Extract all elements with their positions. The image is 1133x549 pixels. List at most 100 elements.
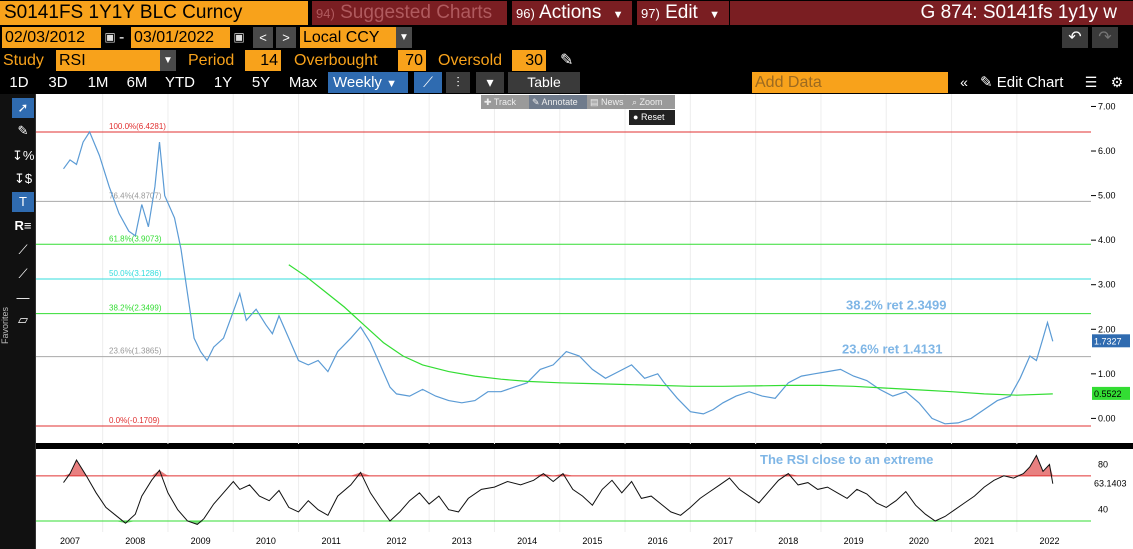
range-1m-button[interactable]: 1M	[87, 74, 109, 91]
actions-label: Actions	[539, 2, 602, 23]
currency-select[interactable]: Local CCY	[300, 27, 396, 48]
track-button[interactable]: ✚ Track	[484, 97, 517, 107]
price-panel	[36, 94, 1091, 444]
fibonacci-level-label: 100.0%(6.4281)	[109, 122, 166, 131]
text-tool-icon[interactable]: T	[12, 192, 34, 212]
table-button[interactable]: Table	[508, 72, 580, 93]
range-3d-button[interactable]: 3D	[48, 74, 68, 91]
fibonacci-level-label: 50.0%(3.1286)	[109, 269, 162, 278]
news-button[interactable]: ▤ News	[590, 97, 624, 107]
rsi-panel	[36, 449, 1091, 532]
x-tick-label: 2021	[974, 536, 994, 546]
bar-chart-icon[interactable]: ⫶	[446, 72, 470, 93]
security-ticker-field[interactable]: S0141FS 1Y1Y BLC Curncy	[0, 1, 308, 25]
annotation-38-retracement: 38.2% ret 2.3499	[846, 298, 946, 313]
pencil-icon[interactable]: ✎	[560, 52, 574, 69]
retracement-tool-icon[interactable]: R≡	[14, 218, 32, 233]
frequency-select[interactable]: Weekly ▼	[328, 72, 408, 93]
start-date-field[interactable]: 02/03/2012	[2, 27, 101, 48]
rsi-value-tag: 63.1403	[1094, 479, 1127, 489]
y-tick-label: 2.00	[1098, 324, 1116, 334]
range-ytd-button[interactable]: YTD	[165, 74, 195, 91]
fibonacci-level-label: 0.0%(-0.1709)	[109, 416, 160, 425]
fibonacci-level-label: 76.4%(4.8707)	[109, 191, 162, 200]
channel-icon[interactable]: ▱	[18, 312, 28, 327]
undo-icon[interactable]: ↶	[1062, 27, 1088, 48]
x-tick-label: 2016	[648, 536, 668, 546]
x-tick-label: 2018	[778, 536, 798, 546]
suggested-charts-number: 94)	[316, 6, 335, 21]
chevron-down-icon[interactable]: ▾	[476, 72, 504, 93]
edit-menu-button[interactable]: 97) Edit ▼	[637, 1, 729, 25]
collapse-icon[interactable]: «	[954, 72, 974, 93]
period-label: Period	[188, 52, 235, 69]
horizontal-line-icon[interactable]: —	[16, 290, 30, 305]
y-axis-panel	[1091, 94, 1133, 549]
frequency-value: Weekly	[333, 74, 382, 91]
edit-number: 97)	[641, 6, 660, 21]
suggested-charts-label: Suggested Charts	[340, 2, 493, 23]
gear-icon[interactable]: ⚙	[1106, 72, 1128, 93]
y-tick-label: 4.00	[1098, 235, 1116, 245]
range-6m-button[interactable]: 6M	[126, 74, 148, 91]
y-tick-label: 7.00	[1098, 101, 1116, 111]
rsi-value-tag-background	[1092, 476, 1130, 490]
last-price-tag-background	[1092, 334, 1130, 348]
edit-chart-button[interactable]: ✎ Edit Chart	[978, 72, 1074, 93]
actions-menu-button[interactable]: 96) Actions ▼	[512, 1, 632, 25]
study-select[interactable]: RSI	[56, 50, 160, 71]
x-tick-label: 2022	[1039, 536, 1059, 546]
y-tick-label: 3.00	[1098, 280, 1116, 290]
percent-tool-icon[interactable]: ↧%	[12, 148, 35, 163]
x-tick-label: 2017	[713, 536, 733, 546]
period-input[interactable]: 14	[245, 50, 281, 71]
fibonacci-level-label: 23.6%(1.3865)	[109, 347, 162, 356]
ray-icon[interactable]: ⟋	[18, 266, 28, 281]
previous-arrow-icon[interactable]: <	[253, 27, 273, 48]
trendline-icon[interactable]: ⟋	[18, 242, 28, 257]
range-1d-button[interactable]: 1D	[9, 74, 29, 91]
chevron-down-icon: ▼	[709, 9, 720, 21]
zoom-button[interactable]: ⌕ Zoom	[632, 97, 663, 107]
pen-icon[interactable]: ✎	[17, 123, 29, 138]
annotate-button[interactable]: ✎ Annotate	[529, 95, 587, 109]
chart-settings-icon[interactable]: ☰	[1080, 72, 1102, 93]
chart-interaction-toolbar: ✚ Track ✎ Annotate ▤ News ⌕ Zoom	[481, 95, 675, 109]
range-5y-button[interactable]: 5Y	[251, 74, 271, 91]
oversold-label: Oversold	[438, 52, 503, 69]
y-tick-label: 1.00	[1098, 369, 1116, 379]
redo-icon[interactable]: ↷	[1092, 27, 1118, 48]
reset-button[interactable]: ● Reset	[629, 110, 675, 125]
news-label: News	[601, 97, 624, 107]
x-tick-label: 2009	[191, 536, 211, 546]
dollar-tool-icon[interactable]: ↧$	[13, 171, 33, 186]
rsi-y-tick-label: 40	[1098, 505, 1108, 515]
x-axis-panel	[36, 532, 1091, 549]
cursor-icon[interactable]: ➚	[12, 98, 34, 118]
next-arrow-icon[interactable]: >	[276, 27, 296, 48]
chevron-down-icon[interactable]: ▼	[160, 50, 176, 71]
price-line	[63, 130, 1054, 425]
range-1y-button[interactable]: 1Y	[213, 74, 233, 91]
calendar-icon[interactable]: ▣	[233, 30, 245, 44]
moving-average-line	[288, 264, 1053, 396]
overbought-input[interactable]: 70	[398, 50, 426, 71]
calendar-icon[interactable]: ▣	[104, 30, 116, 44]
suggested-charts-button[interactable]: 94) Suggested Charts	[312, 1, 507, 25]
x-tick-label: 2013	[452, 536, 472, 546]
chart-canvas[interactable]: 100.0%(6.4281) 76.4%(4.8707) 61.8%(3.9073)…	[36, 94, 1133, 549]
line-chart-icon[interactable]: ⟋	[414, 72, 442, 93]
annotation-23-retracement: 23.6% ret 1.4131	[842, 342, 942, 357]
reset-label: Reset	[640, 112, 665, 122]
rsi-line	[63, 454, 1054, 525]
x-tick-label: 2012	[386, 536, 406, 546]
end-date-field[interactable]: 03/01/2022	[131, 27, 230, 48]
oversold-input[interactable]: 30	[512, 50, 546, 71]
date-separator: -	[119, 29, 125, 46]
add-data-input[interactable]: Add Data	[752, 72, 948, 93]
reset-icon: ●	[633, 112, 639, 122]
fibonacci-level-label: 61.8%(3.9073)	[109, 234, 162, 243]
x-tick-label: 2008	[125, 536, 145, 546]
range-max-button[interactable]: Max	[288, 74, 318, 91]
chevron-down-icon[interactable]: ▼	[396, 27, 412, 48]
